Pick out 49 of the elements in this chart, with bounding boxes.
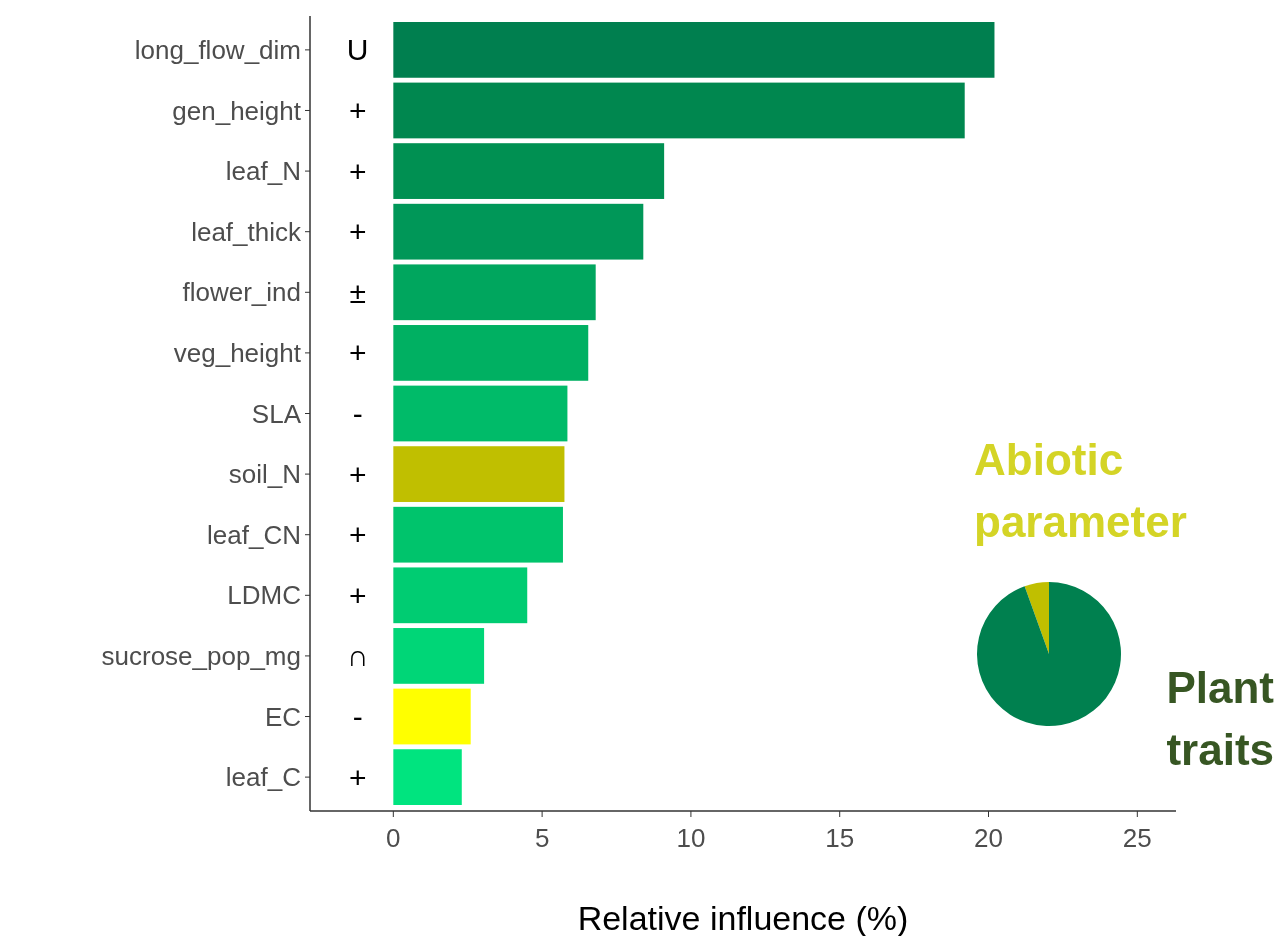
y-tick-label: SLA xyxy=(251,398,302,429)
bar xyxy=(393,264,596,321)
annotation: U xyxy=(346,33,369,67)
bar xyxy=(393,567,528,624)
y-tick-label: leaf_C xyxy=(225,762,301,793)
y-tick-label: long_flow_dim xyxy=(134,34,301,65)
annotation: + xyxy=(348,93,367,127)
y-tick-label: LDMC xyxy=(227,580,301,611)
bar xyxy=(393,325,589,381)
x-tick-label: 0 xyxy=(386,823,401,853)
bar xyxy=(393,143,665,199)
annotation: + xyxy=(348,154,367,188)
y-tick-label: gen_height xyxy=(172,95,302,126)
annotation: + xyxy=(348,578,367,612)
annotation: + xyxy=(348,760,367,794)
bar xyxy=(393,749,462,805)
y-tick-label: leaf_thick xyxy=(191,216,302,247)
annotation: - xyxy=(352,700,363,734)
x-tick-label: 15 xyxy=(825,823,855,853)
annotation: + xyxy=(348,336,367,370)
bar xyxy=(393,22,995,78)
x-tick-label: 10 xyxy=(676,823,706,853)
y-tick-label: leaf_N xyxy=(225,156,301,187)
annotation: + xyxy=(348,518,367,552)
bar xyxy=(393,446,565,502)
bar xyxy=(393,688,471,745)
slice-label: Plant traits xyxy=(1166,663,1275,774)
bar xyxy=(393,628,485,684)
annotation: + xyxy=(348,215,367,249)
slice-label: Abiotic parameter xyxy=(974,435,1187,546)
x-tick-label: 20 xyxy=(974,823,1003,853)
pie-slice xyxy=(977,582,1121,726)
y-tick-label: EC xyxy=(264,701,301,732)
bar xyxy=(393,385,568,442)
bar xyxy=(393,203,644,260)
y-tick-label: veg_height xyxy=(173,338,302,368)
x-tick-label: 5 xyxy=(534,823,550,853)
annotation: ∩ xyxy=(346,639,369,673)
annotation: + xyxy=(348,457,367,491)
y-tick-label: leaf_CN xyxy=(207,519,301,550)
annotation: ± xyxy=(349,275,366,309)
y-tick-label: flower_ind xyxy=(182,277,301,308)
y-tick-label: soil_N xyxy=(228,459,301,490)
bar xyxy=(393,506,563,563)
bar xyxy=(393,82,965,139)
y-tick-label: sucrose_pop_mg xyxy=(101,641,301,672)
x-tick-label: 25 xyxy=(1122,823,1152,853)
annotation: - xyxy=(352,397,363,430)
pie-slice xyxy=(1024,582,1049,654)
